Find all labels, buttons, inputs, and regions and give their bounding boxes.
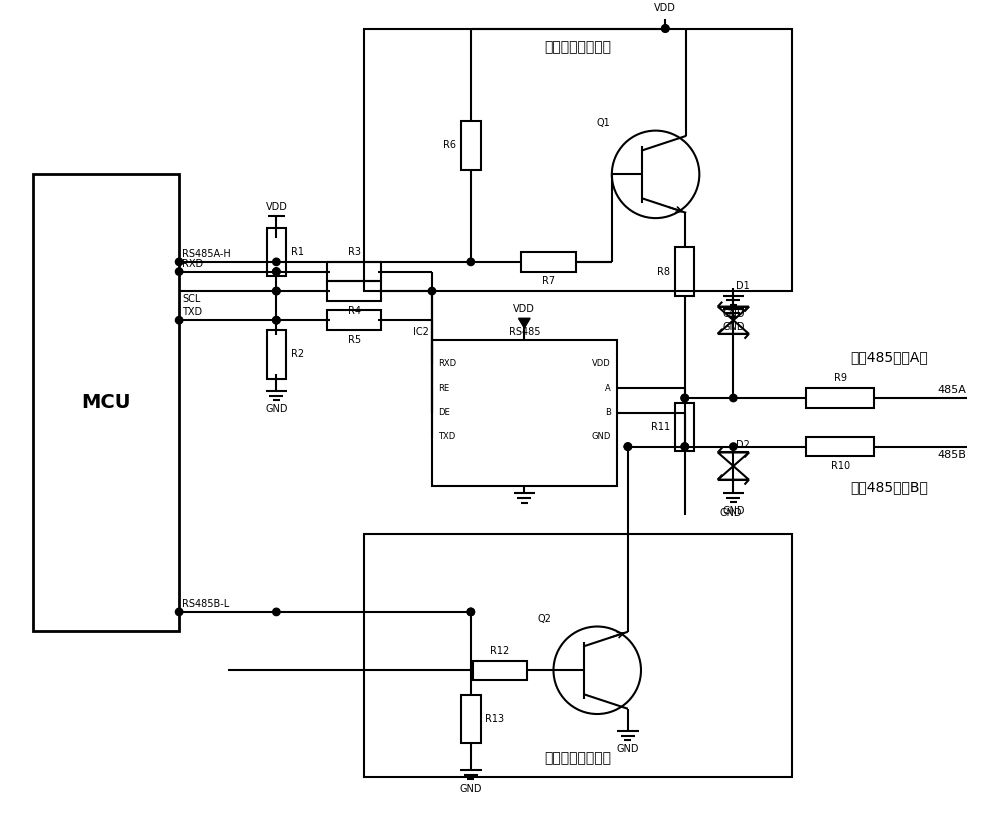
Circle shape <box>681 443 688 451</box>
Text: R9: R9 <box>834 374 847 383</box>
Text: R10: R10 <box>831 461 850 471</box>
Text: GND: GND <box>265 404 288 414</box>
Bar <box>675 403 694 452</box>
Text: R8: R8 <box>657 266 670 276</box>
Text: TXD: TXD <box>438 432 455 442</box>
Circle shape <box>624 443 632 451</box>
Text: R6: R6 <box>443 140 456 150</box>
Text: GND: GND <box>460 784 482 793</box>
Text: IC2: IC2 <box>413 327 429 337</box>
Text: Q1: Q1 <box>596 118 610 128</box>
Text: R13: R13 <box>485 714 505 724</box>
Text: SCL: SCL <box>182 294 200 304</box>
Bar <box>327 310 381 330</box>
Text: A: A <box>605 383 611 393</box>
Text: D1: D1 <box>736 281 750 291</box>
Text: GND: GND <box>722 309 745 319</box>
Circle shape <box>681 443 688 451</box>
Text: DE: DE <box>438 408 450 417</box>
Text: Q2: Q2 <box>538 613 552 623</box>
Circle shape <box>273 287 280 295</box>
Circle shape <box>681 394 688 402</box>
Bar <box>521 252 576 271</box>
Text: D2: D2 <box>736 440 750 450</box>
Text: VDD: VDD <box>513 305 535 315</box>
Text: MCU: MCU <box>81 393 131 413</box>
Bar <box>473 661 527 680</box>
Text: GND: GND <box>591 432 611 442</box>
Text: R12: R12 <box>490 646 510 656</box>
Text: 485B: 485B <box>938 450 967 460</box>
Circle shape <box>175 258 183 266</box>
Circle shape <box>273 316 280 324</box>
Text: GND: GND <box>722 322 745 332</box>
Text: 上拉电阻控制电路: 上拉电阻控制电路 <box>544 40 611 54</box>
Text: R5: R5 <box>348 334 361 344</box>
Bar <box>461 695 481 743</box>
Bar <box>33 174 179 632</box>
Circle shape <box>175 316 183 324</box>
Text: 外接485总线A口: 外接485总线A口 <box>850 350 928 364</box>
Text: R2: R2 <box>291 349 304 359</box>
Text: RXD: RXD <box>438 359 456 369</box>
Text: GND: GND <box>719 508 742 518</box>
Bar <box>267 330 286 378</box>
Circle shape <box>273 268 280 276</box>
Text: R1: R1 <box>291 247 304 257</box>
Text: RXD: RXD <box>182 259 203 269</box>
Circle shape <box>175 608 183 616</box>
Text: RS485: RS485 <box>509 327 540 337</box>
Bar <box>675 247 694 296</box>
Bar <box>364 28 792 291</box>
Bar <box>327 281 381 300</box>
Circle shape <box>662 25 669 32</box>
Polygon shape <box>518 318 530 328</box>
Bar <box>364 535 792 777</box>
Circle shape <box>273 316 280 324</box>
Bar <box>806 437 874 457</box>
Circle shape <box>467 608 475 616</box>
Circle shape <box>273 287 280 295</box>
Circle shape <box>730 394 737 402</box>
Text: RS485A-H: RS485A-H <box>182 249 231 259</box>
Text: R11: R11 <box>651 422 670 432</box>
Bar <box>806 388 874 408</box>
Circle shape <box>662 25 669 32</box>
Text: R7: R7 <box>542 276 555 286</box>
Text: 485A: 485A <box>938 385 967 395</box>
Text: VDD: VDD <box>654 3 676 13</box>
Circle shape <box>273 268 280 276</box>
Text: B: B <box>605 408 611 417</box>
Circle shape <box>175 268 183 276</box>
Text: VDD: VDD <box>592 359 611 369</box>
Text: R3: R3 <box>348 247 361 257</box>
Text: GND: GND <box>617 745 639 754</box>
Text: RS485B-L: RS485B-L <box>182 599 229 609</box>
Text: 外接485总线B口: 外接485总线B口 <box>850 481 928 495</box>
Circle shape <box>730 443 737 451</box>
Bar <box>267 228 286 276</box>
Circle shape <box>467 258 475 266</box>
Bar <box>432 339 617 486</box>
Circle shape <box>273 258 280 266</box>
Circle shape <box>624 443 632 451</box>
Text: RE: RE <box>438 383 449 393</box>
Text: R4: R4 <box>348 305 361 315</box>
Text: 下拉电阻控制电路: 下拉电阻控制电路 <box>544 751 611 765</box>
Circle shape <box>273 608 280 616</box>
Text: TXD: TXD <box>182 307 202 317</box>
Circle shape <box>467 608 475 616</box>
Bar <box>327 262 381 281</box>
Bar <box>461 121 481 169</box>
Circle shape <box>428 287 436 295</box>
Text: GND: GND <box>722 506 745 516</box>
Text: VDD: VDD <box>265 203 287 212</box>
Circle shape <box>681 394 688 402</box>
